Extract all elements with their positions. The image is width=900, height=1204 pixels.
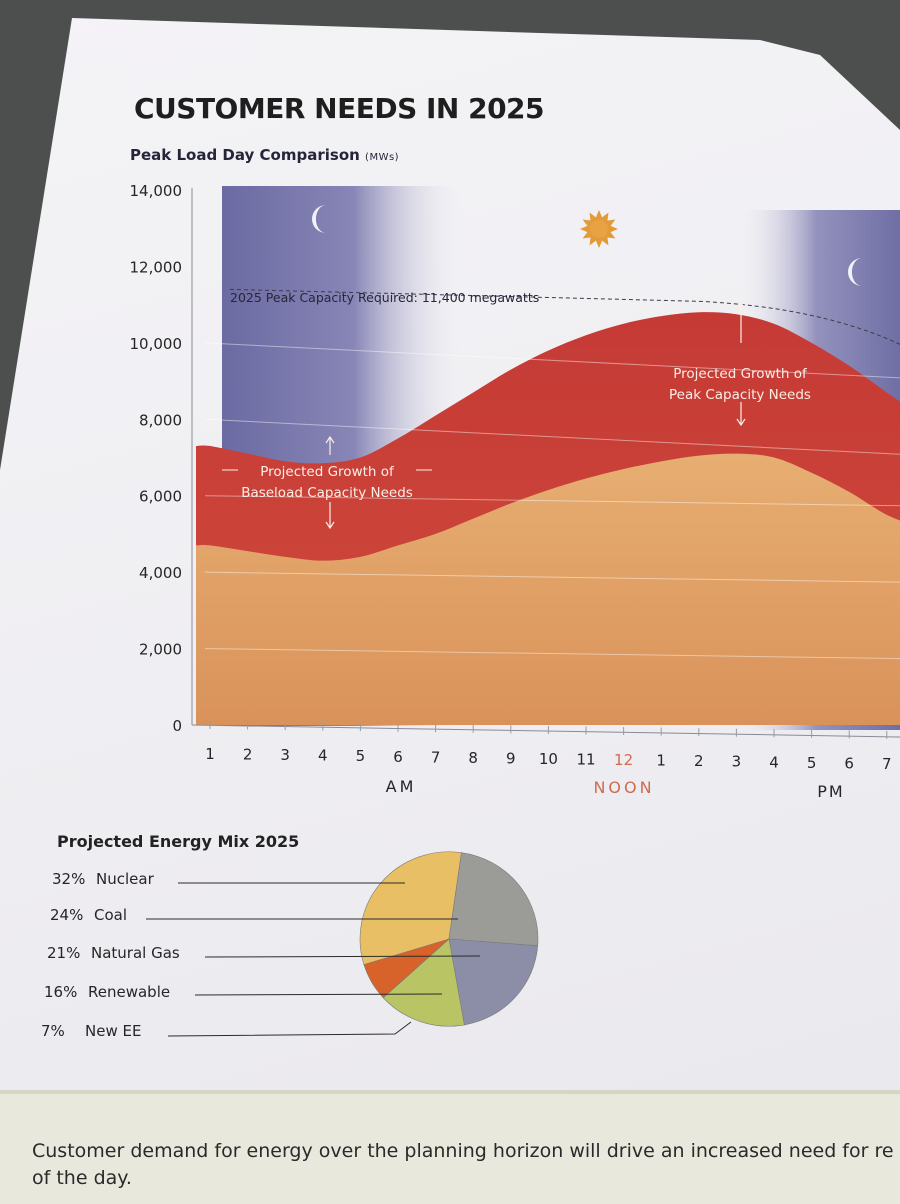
annotation-line: Peak Capacity Needs [669,387,811,403]
x-tick-label: 7 [882,755,892,773]
arrow-head [736,418,746,427]
arrow-head [325,521,335,530]
y-tick-label: 6,000 [139,488,182,506]
y-tick-label: 8,000 [139,411,182,429]
annotation-label: Projected Growth of Baseload Capacity Nee… [241,464,413,501]
x-tick-label: 3 [732,753,742,771]
page-title: CUSTOMER NEEDS IN 2025 [134,92,545,125]
arrow-head [736,301,746,310]
x-tick-label: 6 [844,754,854,772]
pie-label-pct: 21% [47,944,81,962]
x-group-label: NOON [593,778,654,797]
chart-title-text: Peak Load Day Comparison [130,146,360,164]
pie-label-pct: 32% [52,870,86,888]
moon-icon [848,258,862,286]
x-tick-label: 11 [576,751,595,769]
x-group-label: AM [386,777,417,796]
sun-core [590,220,608,238]
gridline [204,648,900,660]
pie-label-pct: 7% [41,1022,65,1040]
series-baseload-area [196,453,900,725]
reference-line-label: 2025 Peak Capacity Required: 11,400 mega… [230,290,539,305]
x-tick-label: 1 [656,752,666,770]
x-axis [191,724,900,738]
pie-title: Projected Energy Mix 2025 [57,832,300,851]
x-tick-label: 1 [205,745,215,763]
annotation-line: Baseload Capacity Needs [241,485,413,501]
chart-title: Peak Load Day Comparison (MWs) [130,146,399,164]
x-tick-label: 4 [318,747,328,765]
footer-text: Customer demand for energy over the plan… [32,1140,894,1189]
gridline [204,495,900,507]
pie-label-name: Renewable [88,983,171,1001]
pie-label-name: Natural Gas [91,944,180,962]
x-tick-label: 9 [506,749,516,767]
x-tick-label: 10 [539,750,558,768]
y-tick-label: 10,000 [130,335,183,353]
annotation-line: Projected Growth of [673,366,808,382]
y-tick-label: 4,000 [139,564,182,582]
gridline [204,342,900,379]
footer-band [0,1090,900,1204]
pie-label-natural-gas: 21% Natural Gas [47,944,180,962]
x-group-label: PM [817,782,844,801]
chart-unit: (MWs) [365,152,400,163]
arrow-head [325,435,335,444]
annotation-label: Projected Growth of Peak Capacity Needs [669,366,811,403]
pie-label-renewable: 16% Renewable [44,983,170,1001]
x-tick-label: 12 [614,751,633,769]
pie-label-pct: 24% [50,906,84,924]
pie-label-coal: 24% Coal [50,906,127,924]
pie-label-name: Coal [94,906,128,924]
x-tick-label: 5 [356,747,366,765]
reference-line [229,288,900,345]
pie-label-new-ee: 7% New EE [41,1022,141,1040]
annotation-line: Projected Growth of [260,464,395,480]
x-tick-label: 3 [280,746,290,764]
x-tick-label: 8 [468,749,478,767]
y-tick-label: 0 [172,717,182,735]
y-tick-label: 2,000 [139,641,182,659]
x-tick-label: 4 [769,753,779,771]
pie-label-pct: 16% [44,983,78,1001]
moon-icon [312,205,326,233]
gridline [204,571,900,583]
sun-icon [580,210,618,248]
pie-label-name: Nuclear [96,870,154,888]
y-tick-label: 14,000 [130,182,183,200]
x-tick-label: 6 [393,748,403,766]
y-tick-label: 12,000 [130,258,183,276]
x-tick-label: 7 [431,748,441,766]
x-tick-label: 2 [243,746,253,764]
gridline [204,418,900,455]
x-tick-label: 2 [694,752,704,770]
pie-label-name: New EE [85,1022,142,1040]
pie-label-nuclear: 32% Nuclear [52,870,154,888]
x-tick-label: 5 [807,754,817,772]
